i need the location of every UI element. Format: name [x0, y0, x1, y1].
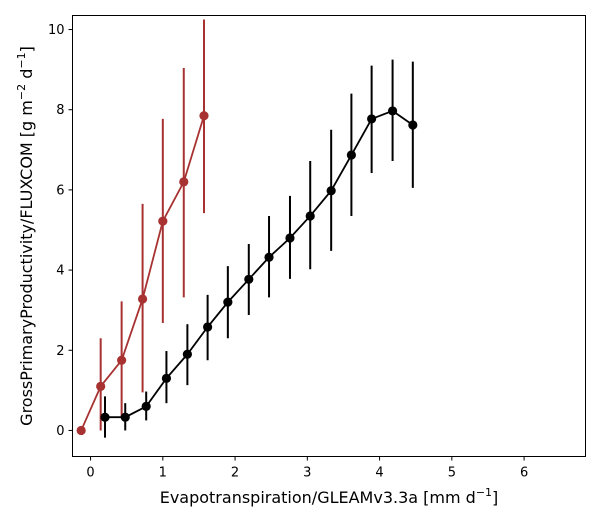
y-tick-label: 8 [56, 103, 64, 118]
plot-frame [72, 15, 586, 457]
data-point [182, 349, 192, 359]
data-point [285, 233, 295, 243]
data-point [264, 252, 274, 262]
y-tick-label: 10 [48, 23, 65, 38]
y-axis: 0 2 4 6 8 10 [48, 23, 73, 439]
series-1 [76, 19, 209, 436]
series-line [105, 109, 414, 419]
x-tick-label: 3 [303, 466, 311, 481]
data-point [100, 412, 110, 422]
data-point [117, 355, 127, 365]
plot-marks [76, 19, 418, 438]
series-2 [100, 59, 418, 438]
data-point [346, 150, 356, 160]
x-tick-label: 6 [520, 466, 528, 481]
x-axis-label: Evapotranspiration/GLEAMv3.3a [mm d−1] [160, 486, 499, 507]
y-tick-label: 4 [56, 264, 64, 279]
data-point [367, 114, 377, 124]
x-tick-label: 5 [448, 466, 456, 481]
data-point [408, 120, 418, 130]
data-point [158, 216, 168, 226]
data-point [96, 381, 106, 391]
y-tick-label: 2 [56, 344, 64, 359]
x-axis: 0 1 2 3 4 5 6 [86, 456, 528, 481]
data-point [141, 401, 151, 411]
data-point [203, 322, 213, 332]
y-tick-label: 6 [56, 183, 64, 198]
x-tick-label: 4 [375, 466, 383, 481]
x-tick-label: 2 [231, 466, 239, 481]
data-point [120, 412, 130, 422]
data-point [387, 106, 398, 116]
x-tick-label: 1 [159, 466, 167, 481]
y-axis-label: GrossPrimaryProductivity/FLUXCOM [g m−2 … [15, 46, 36, 426]
data-point [179, 177, 189, 187]
data-point [76, 425, 86, 436]
x-tick-label: 0 [86, 466, 94, 481]
data-point [326, 186, 336, 196]
data-point [137, 294, 148, 304]
data-point [305, 211, 315, 221]
y-tick-label: 0 [56, 424, 64, 439]
data-point [199, 111, 209, 121]
data-point [161, 373, 172, 383]
data-point [223, 297, 233, 307]
data-point [244, 274, 254, 284]
